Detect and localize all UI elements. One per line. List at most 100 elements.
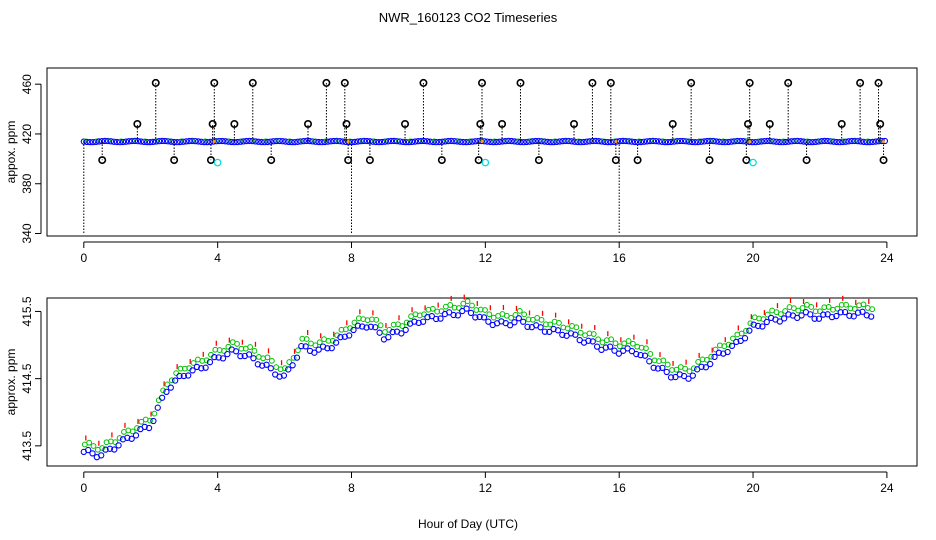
top-spike-point: [151, 78, 160, 87]
bottom-blue-point: [224, 350, 231, 358]
top-baseline-green-point: [142, 138, 148, 143]
top-baseline-point: [529, 138, 536, 145]
bottom-blue-point: [815, 315, 823, 322]
bottom-green-point: [460, 300, 467, 307]
bottom-x-tick-label: 24: [880, 481, 894, 495]
top-spike-point: [606, 78, 615, 87]
bottom-green-point: [429, 305, 436, 312]
bottom-green-point: [738, 330, 745, 337]
bottom-blue-point: [680, 372, 688, 380]
top-baseline-point: [360, 137, 368, 145]
bottom-blue-point: [419, 318, 427, 325]
bottom-blue-point: [337, 334, 344, 341]
bottom-blue-point: [741, 335, 749, 342]
bottom-blue-point: [685, 375, 692, 382]
bottom-blue-point: [276, 373, 283, 380]
bottom-blue-point: [89, 450, 96, 457]
top-baseline-point: [267, 138, 274, 145]
bottom-green-point: [590, 331, 597, 337]
bottom-green-point: [377, 322, 384, 329]
top-baseline-point: [95, 138, 103, 145]
top-baseline-point: [460, 138, 467, 146]
bottom-green-point: [790, 305, 797, 312]
top-x-tick-label: 20: [746, 251, 760, 265]
bottom-blue-point: [350, 326, 357, 334]
top-baseline-green-point: [118, 138, 123, 143]
bottom-blue-point: [154, 404, 161, 411]
bottom-green-point: [268, 357, 275, 364]
bottom-blue-point: [332, 339, 340, 346]
bottom-green-point: [399, 323, 406, 329]
bottom-blue-point: [302, 343, 309, 350]
top-baseline-point: [661, 138, 669, 146]
top-baseline-point: [628, 138, 636, 145]
top-orange-point: [212, 140, 216, 144]
bottom-green-point: [690, 365, 697, 372]
top-baseline-point: [652, 137, 660, 145]
top-baseline-point: [303, 137, 310, 145]
bottom-blue-point: [554, 327, 562, 334]
bottom-blue-point: [450, 311, 457, 319]
bottom-blue-point: [341, 333, 348, 340]
bottom-green-point: [290, 354, 297, 361]
bottom-green-point: [664, 361, 671, 368]
bottom-green-point: [286, 359, 293, 365]
top-baseline-green-point: [432, 138, 437, 143]
top-baseline-point: [776, 138, 783, 146]
bottom-blue-point: [346, 332, 353, 339]
top-baseline-green-point: [203, 138, 208, 143]
top-spike-point: [476, 120, 485, 129]
bottom-blue-point: [372, 324, 379, 331]
bottom-green-point: [116, 435, 123, 441]
top-baseline-point: [204, 138, 211, 146]
bottom-x-tick-label: 4: [214, 481, 221, 495]
top-orange-point: [882, 140, 886, 144]
bottom-green-point: [625, 338, 632, 344]
top-baseline-green-point: [829, 138, 834, 143]
bottom-blue-point: [537, 324, 544, 331]
bottom-green-point: [295, 347, 301, 354]
bottom-blue-point: [185, 372, 192, 379]
top-x-tick-label: 4: [214, 251, 221, 265]
bottom-blue-point: [359, 323, 366, 330]
top-baseline-point: [752, 138, 759, 146]
bottom-y-tick-label: 413.5: [20, 431, 34, 461]
bottom-blue-point: [846, 312, 853, 319]
top-baseline-point: [155, 138, 163, 145]
bottom-blue-point: [841, 308, 849, 316]
top-y-axis: 340 380 420 460: [20, 74, 42, 244]
top-baseline-point: [146, 138, 154, 146]
bottom-blue-point: [145, 424, 153, 432]
top-baseline-point: [107, 138, 115, 145]
bottom-blue-point: [689, 372, 696, 379]
top-y-tick-label: 340: [20, 223, 34, 243]
bottom-blue-point: [807, 311, 814, 318]
bottom-blue-point: [759, 323, 766, 330]
top-baseline-point: [279, 138, 286, 145]
bottom-green-point: [151, 410, 158, 417]
bottom-blue-point: [585, 337, 592, 344]
bottom-blue-point: [863, 312, 870, 319]
top-baseline-point: [830, 138, 837, 145]
top-spike-point: [744, 120, 753, 129]
top-baseline-point: [565, 137, 572, 145]
top-spike-point: [876, 120, 885, 129]
top-baseline-point: [396, 138, 404, 145]
top-baseline-point: [327, 138, 334, 145]
top-baseline-point: [216, 137, 223, 145]
bottom-blue-point: [385, 334, 392, 341]
top-baseline-green-point: [179, 138, 184, 143]
bottom-blue-point: [715, 349, 723, 356]
bottom-green-point: [834, 305, 841, 312]
bottom-blue-point: [733, 338, 740, 346]
bottom-green-point: [682, 365, 689, 372]
top-spike-point: [802, 156, 811, 165]
bottom-green-point: [329, 337, 336, 344]
top-baseline-point: [640, 138, 648, 145]
bottom-y-tick-label: 415.5: [20, 296, 34, 326]
bottom-blue-point: [285, 366, 292, 373]
top-baseline-point: [255, 138, 262, 145]
bottom-green-point: [316, 339, 323, 346]
bottom-blue-point: [472, 314, 479, 321]
top-baseline-point: [547, 138, 554, 146]
